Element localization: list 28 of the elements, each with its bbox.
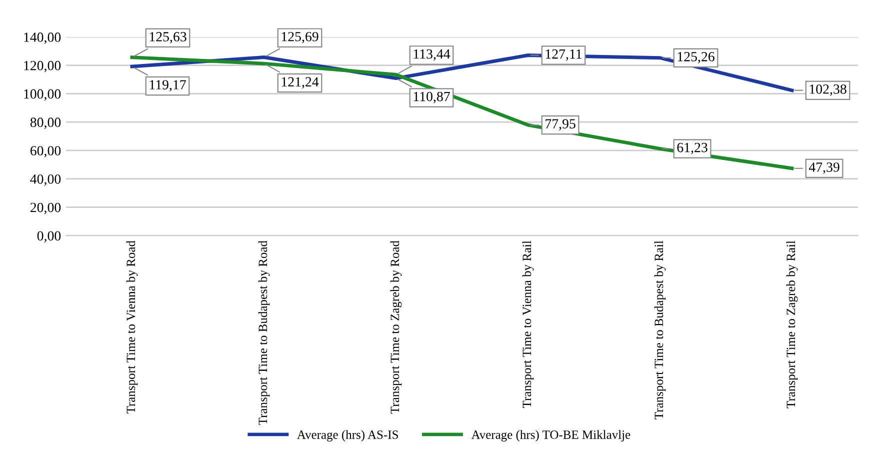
y-tick-label: 0,00: [37, 231, 61, 243]
x-tick-label: Transport Time to Vienna by Road: [126, 240, 138, 414]
data-label: 125,69: [282, 32, 318, 44]
data-label: 102,38: [810, 84, 846, 96]
data-label: 77,95: [546, 119, 576, 130]
x-tick-label: Transport Time to Zagreb by Rail: [786, 240, 798, 408]
data-label: 110,87: [414, 92, 450, 104]
data-label: 119,17: [150, 80, 186, 92]
y-tick-label: 20,00: [30, 202, 61, 214]
data-label: 127,11: [546, 49, 582, 61]
x-tick-label: Transport Time to Vienna by Rail: [522, 240, 534, 408]
data-label: 113,44: [414, 49, 450, 61]
y-tick-label: 140,00: [24, 32, 61, 44]
y-tick-label: 80,00: [30, 118, 61, 130]
x-tick-label: Transport Time to Budapest by Road: [258, 240, 270, 425]
legend-label: Average (hrs) TO-BE Miklavlje: [471, 430, 630, 442]
legend-label: Average (hrs) AS-IS: [297, 430, 398, 442]
y-tick-label: 100,00: [24, 89, 61, 101]
data-label: 121,24: [282, 77, 319, 88]
data-label: 47,39: [808, 162, 840, 174]
data-label: 125,26: [678, 52, 714, 64]
y-tick-label: 40,00: [30, 174, 61, 186]
x-tick-label: Transport Time to Budapest by Rail: [654, 240, 666, 420]
y-tick-label: 60,00: [30, 146, 61, 158]
y-tick-label: 120,00: [24, 60, 61, 72]
x-tick-label: Transport Time to Zagreb by Road: [390, 240, 402, 414]
data-label: 125,63: [150, 32, 186, 44]
data-label: 61,23: [677, 142, 708, 154]
